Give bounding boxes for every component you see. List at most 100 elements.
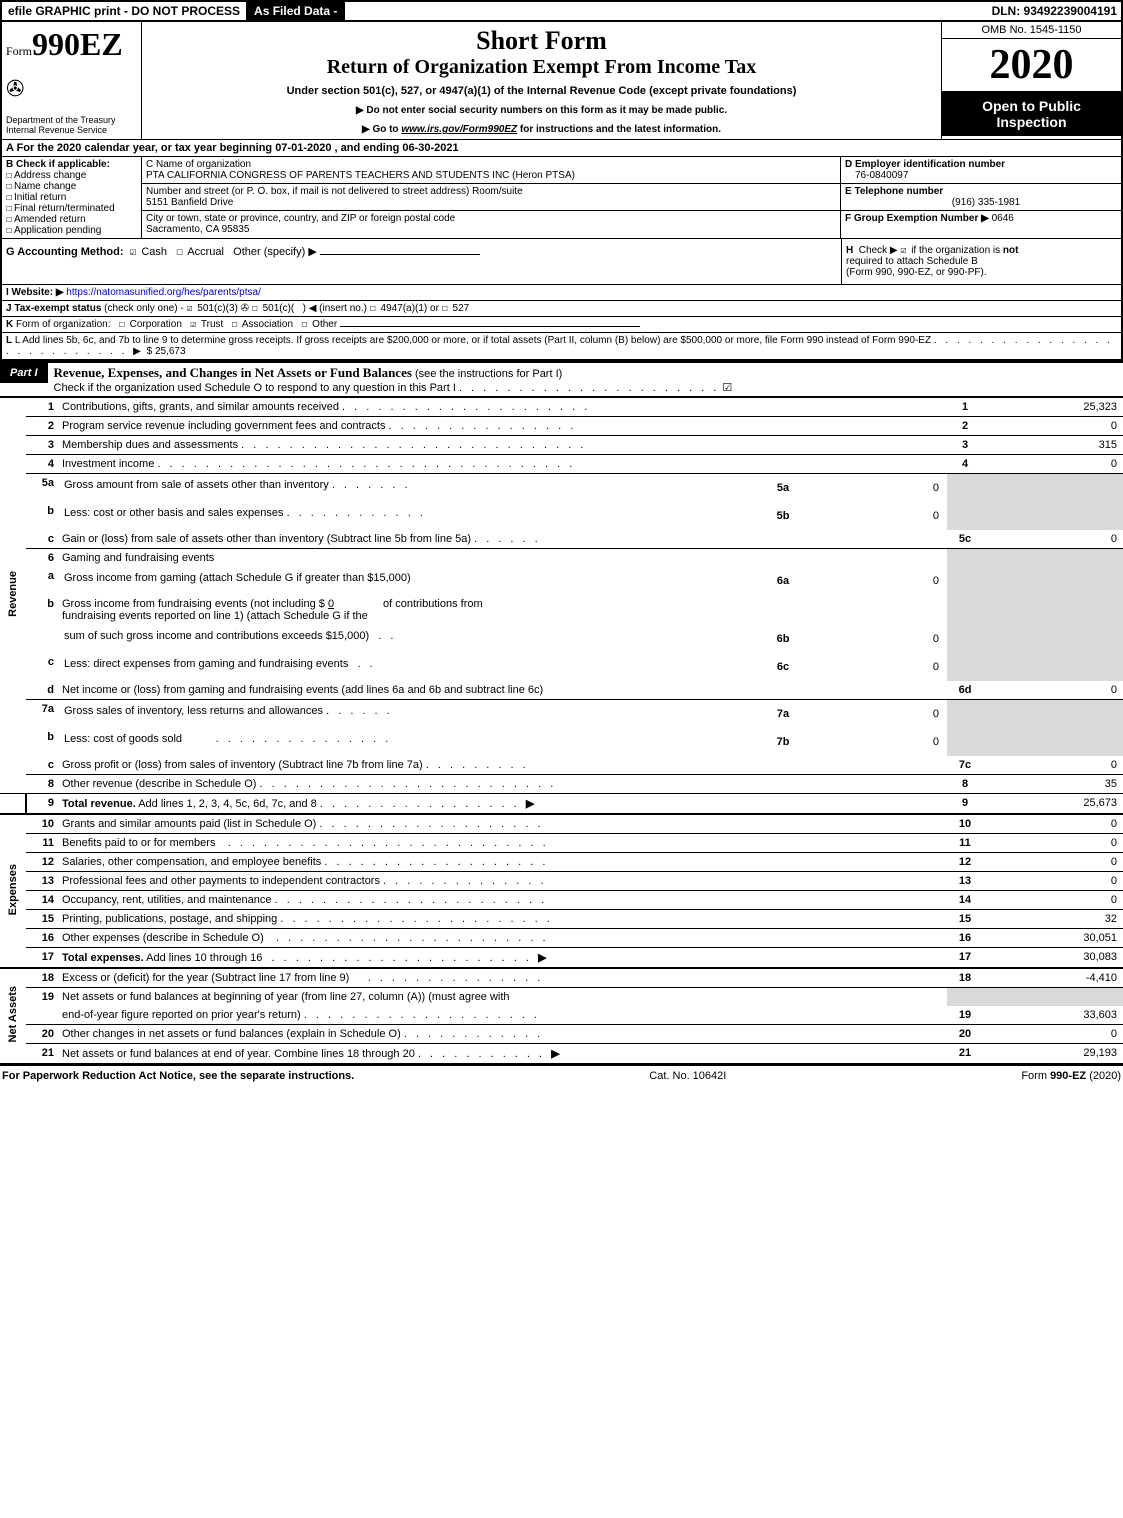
line-desc: Less: cost or other basis and sales expe… [60, 502, 947, 530]
line-num: c [26, 530, 60, 549]
section-l-val: $ 25,673 [147, 346, 186, 357]
dots: . . . . . . . . . . . . . . . . . . . . … [275, 894, 548, 906]
line-num: b [26, 728, 60, 756]
line-val: 32 [983, 910, 1123, 929]
checkbox-icon[interactable]: ☐ [442, 303, 448, 314]
section-h: H Check ▶ ☑ if the organization is not r… [841, 239, 1121, 284]
dept-line2: Internal Revenue Service [6, 125, 137, 135]
section-b: B Check if applicable: ☐Address change ☐… [2, 157, 142, 238]
opt-initial: Initial return [14, 192, 66, 203]
desc-bold: Total revenue. [62, 798, 136, 810]
org-icon: ✇ [241, 303, 249, 314]
subtitle: Under section 501(c), 527, or 4947(a)(1)… [146, 79, 937, 97]
checkbox-accrual-icon[interactable]: ☐ [176, 245, 183, 258]
d1b: 0 [328, 598, 334, 610]
sub-num: 5a [765, 479, 801, 497]
line-rnum: 4 [947, 455, 983, 474]
footer-right: Form 990-EZ (2020) [1021, 1070, 1121, 1082]
line-rnum: 21 [947, 1044, 983, 1064]
website-link[interactable]: https://natomasunified.org/hes/parents/p… [66, 287, 261, 298]
part1-check-text: Check if the organization used Schedule … [54, 382, 456, 394]
checkbox-501c3-icon[interactable]: ☑ [186, 303, 192, 314]
dots: . . . . . . [474, 533, 541, 545]
line-val: 0 [983, 891, 1123, 910]
checkbox-icon[interactable]: ☐ [252, 303, 258, 314]
org-city: Sacramento, CA 95835 [146, 224, 249, 235]
grey-cell [983, 549, 1123, 682]
checkbox-icon[interactable]: ☐ [6, 170, 12, 181]
form-header: Form990EZ ✇ Department of the Treasury I… [0, 22, 1123, 139]
checkbox-trust-icon[interactable]: ☑ [190, 319, 196, 330]
line-val: 0 [983, 853, 1123, 872]
checkbox-cash-icon[interactable]: ☑ [130, 245, 137, 258]
dots: . . . . . . . . . . . [418, 1048, 545, 1060]
desc-text: Add lines 10 through 16 [146, 952, 262, 964]
desc-text: Contributions, gifts, grants, and simila… [62, 401, 339, 413]
checkbox-icon[interactable]: ☐ [6, 225, 12, 236]
line-num: 1 [26, 398, 60, 417]
org-address: 5151 Banfield Drive [146, 197, 233, 208]
desc-text: Gross income from gaming (attach Schedul… [64, 572, 763, 590]
form-990ez: 990EZ [32, 26, 123, 62]
inspection-label: Open to Public Inspection [942, 92, 1121, 136]
line-desc: Gross sales of inventory, less returns a… [60, 700, 947, 729]
line-num: 20 [26, 1025, 60, 1044]
line-num: b [26, 502, 60, 530]
line-desc: Gross income from gaming (attach Schedul… [60, 567, 947, 595]
checkbox-icon[interactable]: ☐ [6, 192, 12, 203]
section-j: J Tax-exempt status (check only one) - ☑… [2, 301, 1121, 317]
line-val: 30,083 [983, 948, 1123, 969]
dots: . . . . . . . . . . . . . . . . . . . . … [157, 458, 575, 470]
dots: . . . . . . . . . . . . . . . . . . . . … [228, 837, 549, 849]
accrual-label: Accrual [187, 246, 224, 258]
phone-value: (916) 335-1981 [845, 197, 1117, 208]
checkbox-icon[interactable]: ☐ [119, 319, 125, 330]
line-num: 3 [26, 436, 60, 455]
row-bcd: B Check if applicable: ☐Address change ☐… [2, 157, 1121, 239]
h-line1: H Check ▶ ☑ if the organization is not [846, 245, 1117, 256]
dots: . . [378, 630, 396, 642]
line-val: 33,603 [983, 1006, 1123, 1025]
eagle-icon: ✇ [6, 76, 137, 102]
line-rnum: 13 [947, 872, 983, 891]
other-org-line[interactable] [340, 326, 640, 327]
checkbox-icon[interactable]: ☐ [370, 303, 376, 314]
line-val: 0 [983, 681, 1123, 700]
line-desc: Excess or (deficit) for the year (Subtra… [60, 968, 947, 988]
dept-treasury: Department of the Treasury Internal Reve… [6, 115, 137, 135]
other-specify-line[interactable] [320, 254, 480, 255]
line-val: 0 [983, 1025, 1123, 1044]
line-val: 25,673 [983, 794, 1123, 815]
tax-year: 2020 [942, 39, 1121, 92]
checkbox-icon[interactable]: ☐ [6, 214, 12, 225]
line-desc: Membership dues and assessments . . . . … [60, 436, 947, 455]
section-l: L L Add lines 5b, 6c, and 7b to line 9 t… [2, 333, 1121, 359]
irs-link[interactable]: www.irs.gov/Form990EZ [401, 124, 517, 135]
line-desc: Total expenses. Add lines 10 through 16 … [60, 948, 947, 969]
omb-number: OMB No. 1545-1150 [942, 22, 1121, 39]
line-desc: Salaries, other compensation, and employ… [60, 853, 947, 872]
line-rnum: 7c [947, 756, 983, 775]
sub-num: 5b [765, 507, 801, 525]
desc-text: Program service revenue including govern… [62, 420, 385, 432]
line-rnum: 14 [947, 891, 983, 910]
line-rnum: 8 [947, 775, 983, 794]
line-desc: Professional fees and other payments to … [60, 872, 947, 891]
arrow-icon: ▶ [551, 1048, 559, 1060]
dots: . . . . . . . . . . . . [404, 1028, 543, 1040]
line-num: c [26, 653, 60, 681]
checkbox-h-icon[interactable]: ☑ [900, 245, 906, 256]
checkbox-icon[interactable]: ☐ [301, 319, 307, 330]
line-rnum: 16 [947, 929, 983, 948]
checkbox-icon[interactable]: ☐ [232, 319, 238, 330]
line-num: 4 [26, 455, 60, 474]
section-d-label: D Employer identification number [845, 159, 1005, 170]
addr-label: Number and street (or P. O. box, if mail… [146, 186, 523, 197]
dots: . . . . . . . . . . . . . . . . . . . [319, 818, 543, 830]
checkbox-icon[interactable]: ☐ [6, 203, 12, 214]
checkbox-icon[interactable]: ☐ [6, 181, 12, 192]
sub-num: 7a [765, 705, 801, 723]
line-val: 0 [983, 530, 1123, 549]
dln-label: DLN: 93492239004191 [992, 4, 1121, 18]
sub-val: 0 [803, 507, 943, 525]
